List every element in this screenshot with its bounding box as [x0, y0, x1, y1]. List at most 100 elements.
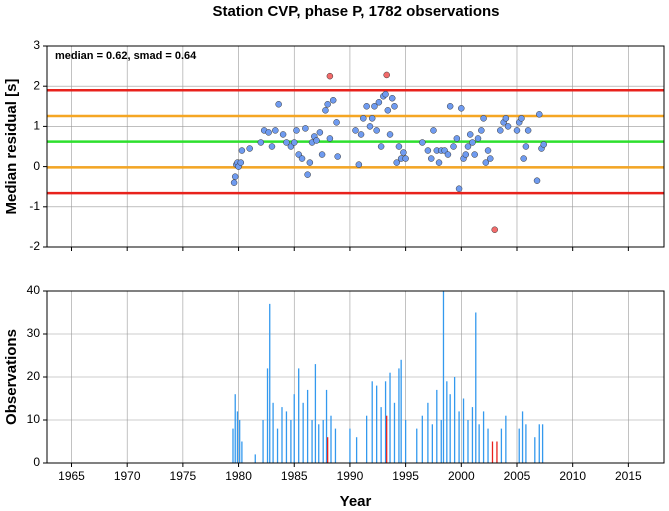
point [313, 137, 320, 144]
x-tick-label: 2010 [559, 469, 586, 483]
point [395, 143, 403, 150]
point [478, 127, 485, 134]
point [383, 71, 390, 79]
x-tick-label: 1970 [114, 469, 141, 483]
x-tick-label: 1990 [337, 469, 364, 483]
point [424, 147, 432, 154]
point [444, 151, 452, 158]
point [279, 131, 287, 138]
point [491, 226, 498, 233]
point [384, 107, 392, 114]
point [400, 149, 407, 156]
y-tick-label: 1 [33, 119, 40, 133]
point [246, 145, 253, 152]
y-tick-label: 30 [27, 326, 41, 340]
point [318, 151, 326, 158]
point [520, 155, 527, 162]
point [360, 115, 367, 122]
point [462, 151, 470, 158]
point [257, 139, 265, 146]
x-tick-label: 1985 [281, 469, 308, 483]
chart-title: Station CVP, phase P, 1782 observations [212, 3, 499, 20]
point [302, 125, 309, 132]
point [389, 95, 396, 102]
y-tick-label: 0 [33, 455, 40, 469]
point [466, 131, 474, 138]
point [355, 161, 363, 168]
point [471, 151, 478, 158]
x-tick-label: 2000 [448, 469, 475, 483]
point [375, 99, 383, 106]
point [326, 135, 334, 142]
point [363, 103, 370, 110]
point [446, 103, 454, 110]
point [453, 135, 461, 142]
point [231, 173, 239, 180]
y-axis-label: Median residual [s] [3, 79, 20, 215]
point [427, 155, 435, 162]
x-tick-label: 2015 [615, 469, 642, 483]
point [298, 155, 306, 162]
x-tick-label: 1995 [392, 469, 419, 483]
y-tick-label: 0 [33, 159, 40, 173]
point [322, 107, 329, 114]
point [522, 143, 530, 150]
point [484, 147, 492, 154]
point [304, 171, 311, 178]
y-tick-label: 20 [27, 369, 41, 383]
point [502, 115, 510, 122]
point [393, 159, 400, 166]
x-tick-label: 1980 [225, 469, 252, 483]
point [265, 129, 272, 136]
point [533, 177, 541, 184]
point [455, 185, 463, 192]
point [474, 135, 482, 142]
point [377, 143, 385, 150]
point [487, 155, 494, 162]
annotation: median = 0.62, smad = 0.64 [55, 50, 197, 62]
point [513, 127, 521, 134]
plot-frame [46, 290, 665, 464]
point [357, 131, 365, 138]
point [230, 179, 238, 186]
point [373, 127, 380, 134]
point [368, 115, 376, 122]
y-tick-label: 40 [27, 283, 41, 297]
point [334, 153, 341, 160]
point [430, 127, 437, 134]
point [293, 127, 300, 134]
point [391, 103, 398, 110]
point [283, 139, 290, 146]
point [238, 147, 246, 154]
point [316, 129, 324, 136]
point [450, 143, 457, 150]
point [482, 159, 490, 166]
point [306, 159, 314, 166]
point [366, 123, 374, 130]
point [290, 139, 298, 146]
point [324, 101, 331, 108]
y-tick-label: -1 [29, 199, 40, 213]
y-tick-label: 2 [33, 78, 40, 92]
x-tick-label: 1965 [58, 469, 85, 483]
point [536, 111, 543, 118]
y-axis-label: Observations [3, 329, 20, 425]
point [524, 127, 532, 134]
point [419, 139, 426, 146]
point [464, 143, 472, 150]
point [371, 103, 378, 110]
point [458, 105, 465, 112]
point [504, 123, 512, 130]
point [272, 127, 279, 134]
point [469, 139, 476, 146]
point [382, 90, 389, 98]
point [326, 72, 334, 80]
point [333, 119, 340, 126]
plot-frame [46, 45, 665, 248]
point [402, 155, 409, 162]
x-axis-label: Year [340, 493, 372, 510]
point [540, 141, 547, 148]
point [518, 115, 525, 122]
x-tick-label: 2005 [504, 469, 531, 483]
